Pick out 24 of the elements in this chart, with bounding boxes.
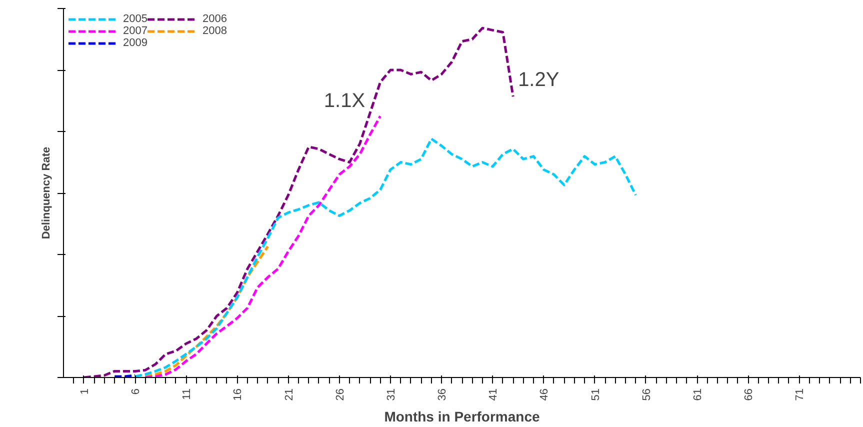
x-tick-label: 16 — [232, 388, 244, 401]
x-tick-label: 26 — [334, 388, 346, 401]
x-tick-label: 71 — [794, 388, 806, 401]
x-axis-title: Months in Performance — [384, 408, 540, 425]
x-tick-label: 21 — [283, 388, 296, 401]
x-tick-label: 6 — [130, 388, 142, 395]
annotation: 1.1X — [324, 90, 366, 112]
x-tick-label: 61 — [692, 388, 704, 401]
legend-label: 2005 — [123, 13, 148, 25]
annotation: 1.2Y — [518, 68, 560, 91]
x-tick-label: 31 — [385, 388, 398, 401]
legend-label: 2008 — [202, 25, 227, 37]
x-tick-label: 46 — [538, 388, 551, 401]
x-tick-label: 51 — [590, 388, 602, 401]
legend-label: 2006 — [202, 13, 227, 25]
legend-label: 2009 — [123, 37, 148, 49]
x-tick-label: 41 — [488, 388, 500, 401]
x-tick-label: 56 — [640, 388, 653, 401]
x-tick-label: 11 — [181, 388, 194, 400]
x-tick-label: 1 — [78, 388, 91, 395]
legend-label: 2007 — [123, 25, 148, 37]
x-tick-label: 36 — [436, 388, 449, 401]
y-axis-title: Delinquency Rate — [40, 146, 52, 240]
x-tick-label: 66 — [743, 388, 756, 401]
